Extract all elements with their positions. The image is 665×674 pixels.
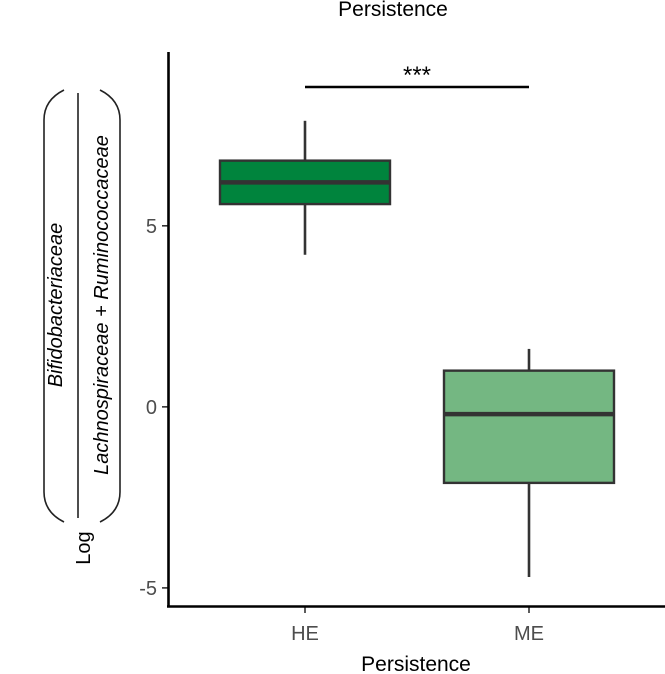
x-axis-ticks: HE ME: [291, 607, 544, 645]
y-axis-left-paren: [43, 89, 65, 523]
y-axis-numerator: Bifidobacteriaceae: [45, 223, 67, 388]
y-axis-log: Log: [73, 531, 95, 564]
y-axis-right-paren: [99, 89, 121, 523]
x-tick-label: HE: [291, 623, 319, 645]
y-axis-title: Log Bifidobacteriaceae Lachnospiraceae +…: [43, 89, 121, 565]
significance-label: ***: [403, 62, 431, 89]
y-tick-label: 0: [146, 397, 157, 419]
y-tick-label: 5: [146, 216, 157, 238]
x-axis-title: Persistence: [361, 653, 471, 674]
box-me: [442, 348, 616, 578]
y-tick-label: -5: [139, 578, 157, 600]
box-series: [218, 120, 616, 578]
x-tick-label: ME: [514, 623, 544, 645]
significance-annotation: ***: [305, 62, 529, 89]
box-body: [442, 369, 616, 485]
chart-title: Persistence: [338, 0, 448, 21]
box-he: [218, 120, 392, 255]
y-axis-ticks: -5 0 5: [139, 216, 168, 600]
y-axis-denominator: Lachnospiraceae + Ruminococcaceae: [91, 135, 113, 475]
